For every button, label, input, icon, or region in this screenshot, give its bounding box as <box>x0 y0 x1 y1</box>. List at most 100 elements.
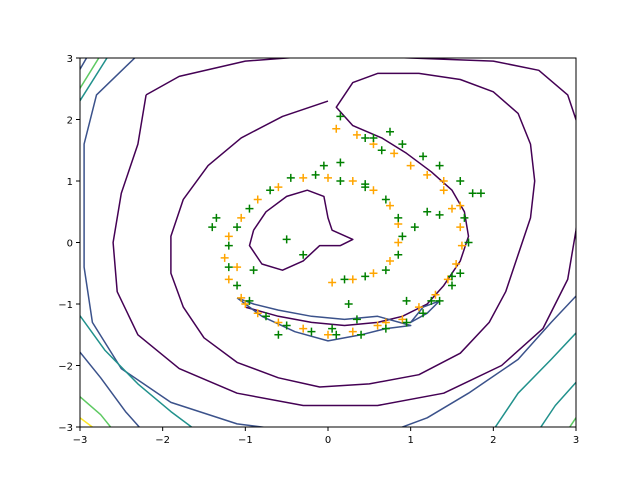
x-tick-label: 3 <box>573 435 579 446</box>
series-2-point-57 <box>427 296 436 305</box>
contour-line-13 <box>539 381 576 427</box>
series-1-point-29 <box>299 173 308 182</box>
series-2-point-37 <box>381 266 390 275</box>
contour-line-9 <box>80 314 193 427</box>
series-2-point-24 <box>224 263 233 272</box>
series-1-point-22 <box>237 293 246 302</box>
series-2-point-40 <box>282 235 291 244</box>
contour-line-7 <box>400 294 576 427</box>
contour-line-2 <box>248 189 354 271</box>
series-2-point-12 <box>448 281 456 290</box>
series-1-point-17 <box>348 327 357 336</box>
series-2-point-19 <box>307 327 316 336</box>
series-2-point-21 <box>262 312 270 321</box>
series-2-point-50 <box>208 223 217 232</box>
series-1-point-23 <box>224 275 233 284</box>
contour-line-15 <box>80 395 112 427</box>
series-2-point-28 <box>266 186 275 195</box>
series-1-point-6 <box>423 170 432 179</box>
series-2-point-7 <box>456 177 465 185</box>
series-2-point-39 <box>340 275 349 284</box>
series-2-point-10 <box>464 238 473 247</box>
series-1-point-24 <box>220 253 229 262</box>
contour-line-17 <box>80 416 94 427</box>
contour-line-5 <box>409 300 441 324</box>
series-1-point-31 <box>348 177 357 185</box>
y-tick-label: 1 <box>67 177 73 188</box>
series-1-point-38 <box>348 275 357 284</box>
contour-lines <box>80 58 576 427</box>
series-1-point-4 <box>390 149 399 158</box>
series-2-point-17 <box>357 330 366 339</box>
series-2-point-35 <box>398 232 407 241</box>
series-2-point-1 <box>336 112 345 121</box>
series-2-point-4 <box>398 140 407 149</box>
series-1-point-43 <box>241 300 250 308</box>
series-1-point-12 <box>443 275 452 284</box>
series-1-point-30 <box>324 173 332 182</box>
series-1-point-7 <box>439 186 448 195</box>
y-tick-label: −3 <box>58 423 73 434</box>
series-1-point-19 <box>299 324 308 333</box>
series-2-point-27 <box>245 204 254 213</box>
series-2-point-48 <box>336 158 345 167</box>
series-2-point-31 <box>336 177 345 185</box>
series-2-point-55 <box>361 180 370 189</box>
plot-frame <box>79 57 577 428</box>
series-1-point-40 <box>439 177 448 185</box>
series-1-point-8 <box>448 204 456 213</box>
series-2-point-8 <box>468 189 477 198</box>
series-2-point-16 <box>381 324 390 333</box>
series-2-point-34 <box>394 213 403 222</box>
series-2-point-29 <box>286 173 295 182</box>
series-2-point-6 <box>435 161 444 170</box>
series-1-point-20 <box>274 318 283 327</box>
x-tick-label: −3 <box>73 435 88 446</box>
series-1-point-28 <box>274 183 283 192</box>
series-2-point-22 <box>245 296 254 305</box>
series-2-point-47 <box>476 189 485 198</box>
series-2-point-13 <box>435 296 444 305</box>
scatter-points <box>208 112 485 339</box>
contour-line-10 <box>494 331 576 427</box>
x-tick-label: 0 <box>325 435 331 446</box>
x-tick-label: 2 <box>490 435 496 446</box>
series-2-point-41 <box>299 250 308 259</box>
series-2-point-53 <box>369 133 378 142</box>
contour-line-1 <box>170 72 536 388</box>
series-2-point-38 <box>361 272 370 281</box>
series-1-point-2 <box>352 130 361 139</box>
series-2-point-5 <box>419 152 428 161</box>
series-2-point-43 <box>402 296 411 305</box>
series-2-point-52 <box>249 266 258 275</box>
series-1-point-13 <box>431 290 440 299</box>
series-2-point-36 <box>394 250 403 259</box>
series-1-point-39 <box>328 278 337 287</box>
contour-line-3 <box>112 58 576 407</box>
series-1-point-32 <box>369 186 378 195</box>
series-1-point-5 <box>406 161 415 170</box>
series-2-point-49 <box>319 161 328 170</box>
y-tick-label: 3 <box>67 54 73 65</box>
y-tick-label: 0 <box>67 239 73 250</box>
y-axis: −3 −2 −1 0 1 2 3 <box>58 54 80 434</box>
series-2-point-23 <box>233 281 242 290</box>
series-1-point-42 <box>233 263 242 272</box>
contour-line-6 <box>83 58 268 427</box>
series-2-point-58 <box>274 330 283 339</box>
y-tick-label: 2 <box>67 116 73 127</box>
x-tick-label: 1 <box>407 435 413 446</box>
y-tick-label: −1 <box>58 300 73 311</box>
series-2-point-59 <box>352 315 361 324</box>
x-tick-label: −1 <box>238 435 253 446</box>
series-1-point-14 <box>414 303 423 312</box>
series-1-point-16 <box>373 321 382 330</box>
series-1-point-25 <box>224 232 233 241</box>
series-1-point-18 <box>324 330 332 339</box>
series-2-point-25 <box>224 241 233 250</box>
series-2-point-9 <box>460 213 469 222</box>
series-2-point-42 <box>344 300 353 308</box>
series-1-point-33 <box>386 201 394 210</box>
series-1-point-10 <box>457 241 466 250</box>
series-1-point-27 <box>253 195 262 204</box>
